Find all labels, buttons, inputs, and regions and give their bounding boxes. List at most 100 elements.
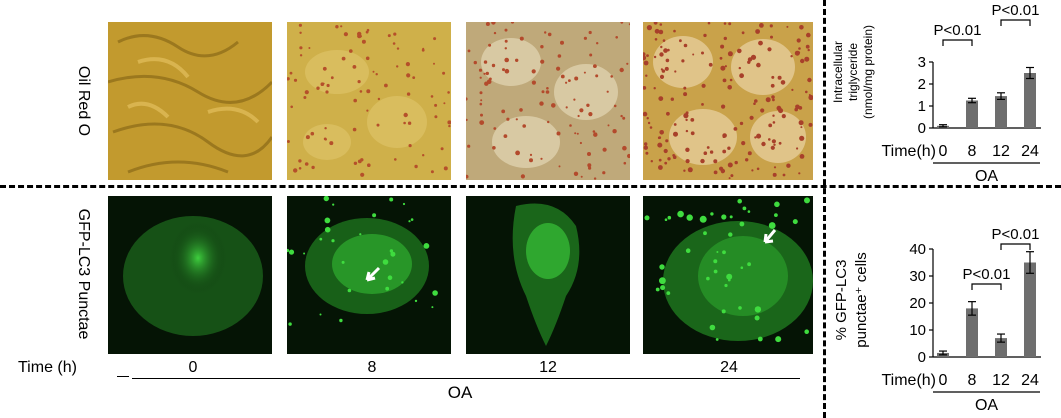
droplet xyxy=(655,287,660,292)
droplet xyxy=(786,25,789,28)
droplet xyxy=(520,174,525,179)
group-label: OA xyxy=(975,168,998,185)
droplet xyxy=(403,121,406,125)
gfp-lc3-bar-chart: % GFP-LC3 punctae⁺ cells 0 10 20 30 40 0 8 12 24 Ti… xyxy=(833,226,1041,414)
droplet xyxy=(665,139,669,143)
droplet xyxy=(770,35,773,39)
droplet xyxy=(750,54,757,60)
droplet xyxy=(706,146,710,149)
droplet xyxy=(646,117,649,120)
droplet xyxy=(792,219,798,225)
droplet xyxy=(751,169,754,172)
droplet xyxy=(331,239,335,243)
droplet xyxy=(287,77,290,81)
droplet xyxy=(767,47,772,52)
y-tick-label: 2 xyxy=(918,76,926,93)
droplet xyxy=(774,213,778,217)
droplet xyxy=(560,40,564,45)
droplet xyxy=(721,170,725,174)
droplet xyxy=(772,98,775,102)
droplet xyxy=(557,54,562,58)
droplet xyxy=(687,167,693,173)
droplet xyxy=(805,90,808,94)
y-axis-label: Intracellular xyxy=(831,41,845,103)
droplet xyxy=(685,129,689,133)
droplet xyxy=(488,43,492,47)
significance-bracket xyxy=(1000,19,1031,26)
significance-label: P<0.01 xyxy=(963,266,1011,283)
x-axis-label: Time(h) xyxy=(881,143,936,160)
droplet xyxy=(721,309,726,314)
droplet xyxy=(733,127,738,131)
droplet xyxy=(325,90,329,94)
droplet xyxy=(644,215,650,221)
droplet xyxy=(622,145,627,151)
droplet xyxy=(583,36,587,40)
droplet xyxy=(478,68,483,72)
droplet xyxy=(658,165,663,170)
droplet xyxy=(407,121,412,125)
time-tick-8: 8 xyxy=(367,359,377,376)
y-axis-label: triglyceride xyxy=(846,43,860,101)
droplet xyxy=(547,32,552,37)
droplet xyxy=(396,47,400,50)
droplet xyxy=(288,249,295,255)
droplet xyxy=(352,65,357,69)
droplet xyxy=(588,30,592,35)
significance-label: P<0.01 xyxy=(934,22,982,39)
droplet xyxy=(643,52,646,57)
droplet xyxy=(323,137,327,141)
droplet xyxy=(615,36,618,39)
droplet xyxy=(442,71,446,75)
row-label-oil-red-o: Oil Red O xyxy=(75,65,92,137)
droplet xyxy=(349,49,353,53)
droplet xyxy=(799,25,804,30)
droplet xyxy=(319,313,322,316)
droplet xyxy=(593,64,597,68)
droplet xyxy=(703,231,707,236)
droplet xyxy=(796,147,799,150)
droplet xyxy=(389,197,394,202)
droplet xyxy=(664,161,668,165)
droplet xyxy=(384,83,388,88)
droplet xyxy=(504,39,508,43)
droplet xyxy=(385,286,390,291)
x-tick-label: 0 xyxy=(939,143,948,160)
droplet xyxy=(747,262,751,267)
droplet xyxy=(613,104,617,108)
droplet xyxy=(545,90,550,94)
droplet xyxy=(540,45,544,49)
droplet xyxy=(650,160,653,163)
droplet xyxy=(768,123,773,128)
droplet xyxy=(504,68,510,74)
bar xyxy=(966,100,978,128)
droplet xyxy=(666,111,670,116)
droplet xyxy=(727,51,733,57)
droplet xyxy=(287,248,289,253)
droplet xyxy=(664,218,668,221)
droplet xyxy=(683,169,686,172)
x-axis-label: Time(h) xyxy=(881,372,936,389)
droplet xyxy=(644,142,648,146)
droplet xyxy=(359,90,363,93)
gfp-lc3-panel-0h xyxy=(108,196,272,354)
droplet xyxy=(719,56,723,60)
droplet xyxy=(659,52,664,57)
y-tick-label: 40 xyxy=(909,241,926,258)
droplet xyxy=(583,71,586,74)
droplet xyxy=(343,32,348,37)
droplet xyxy=(479,102,483,106)
droplet xyxy=(672,155,677,159)
droplet xyxy=(646,25,652,31)
droplet xyxy=(540,59,545,64)
droplet xyxy=(347,288,352,293)
droplet xyxy=(722,78,727,83)
droplet xyxy=(740,266,744,269)
droplet xyxy=(592,130,596,133)
droplet xyxy=(502,68,505,72)
y-axis-label: punctae⁺ cells xyxy=(853,252,870,347)
droplet xyxy=(519,108,523,112)
droplet xyxy=(673,29,676,33)
droplet xyxy=(606,90,609,93)
droplet xyxy=(701,103,704,106)
